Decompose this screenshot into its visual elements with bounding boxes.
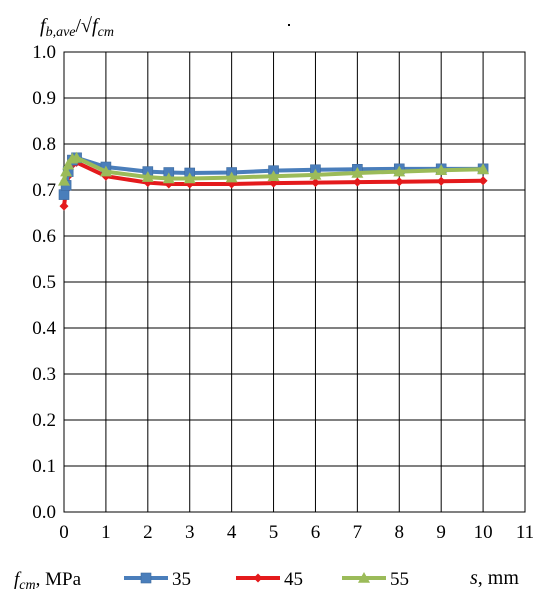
x-tick-label: 6 [311, 522, 321, 543]
x-tick-label: 3 [185, 522, 195, 543]
y-ticks: 0.0 0.1 0.2 0.3 0.4 0.5 0.6 0.7 0.8 0.9 1.0 [32, 42, 56, 523]
y-axis-label: fb,ave/√fcm [40, 15, 114, 40]
data-point [70, 151, 83, 163]
x-tick-label: 0 [59, 522, 69, 543]
x-ticks: 0 1 2 3 4 5 6 7 8 9 10 11 [59, 522, 534, 543]
data-point [436, 176, 446, 186]
x-tick-label: 5 [269, 522, 279, 543]
x-tick-label: 10 [474, 522, 493, 543]
legend-item-55: 55 [342, 569, 409, 590]
y-tick-label: 0.5 [32, 272, 56, 293]
y-tick-label: 0.4 [32, 318, 56, 339]
y-tick-label: 0.1 [32, 456, 56, 477]
y-tick-label: 0.8 [32, 134, 56, 155]
legend-item-45: 45 [236, 569, 303, 590]
legend-item-35: 35 [124, 569, 191, 590]
data-point [309, 168, 322, 180]
x-tick-label: 1 [101, 522, 111, 543]
y-tick-label: 0.3 [32, 364, 56, 385]
plot-area [63, 51, 526, 513]
x-axis-label: s, mm [470, 567, 519, 589]
data-point [60, 165, 73, 177]
data-point [141, 171, 154, 182]
data-point [435, 164, 448, 176]
data-point [358, 572, 370, 583]
data-point [352, 177, 362, 187]
x-tick-label: 9 [436, 522, 446, 543]
data-point [99, 165, 112, 177]
data-point [58, 189, 70, 200]
legend-label: 55 [390, 569, 409, 590]
data-point [183, 172, 196, 184]
x-tick-label: 8 [395, 522, 405, 543]
data-point [477, 163, 490, 175]
legend-label: 35 [172, 569, 191, 590]
data-point [394, 177, 404, 187]
data-point [162, 172, 175, 184]
legend-label: 45 [284, 569, 303, 590]
data-point [393, 165, 406, 177]
series-55 [58, 151, 490, 186]
data-point [253, 573, 263, 583]
y-tick-label: 0.6 [32, 226, 56, 247]
y-tick-label: 1.0 [32, 42, 56, 63]
x-tick-label: 2 [143, 522, 153, 543]
data-point [267, 170, 280, 181]
data-point [478, 176, 488, 186]
data-point [59, 201, 69, 211]
y-tick-label: 0.7 [32, 180, 56, 201]
x-tick-label: 7 [353, 522, 363, 543]
legend: 35 45 55 [124, 569, 409, 590]
y-tick-label: 0.0 [32, 502, 56, 523]
data-point [351, 166, 364, 178]
data-point [225, 171, 238, 183]
data-point [62, 158, 75, 170]
x-tick-label: 4 [227, 522, 237, 543]
data-point [58, 174, 70, 186]
grid [63, 51, 526, 513]
data-point [310, 178, 320, 188]
series-group [58, 151, 490, 211]
y-tick-label: 0.2 [32, 410, 56, 431]
stray-dot [288, 24, 290, 26]
y-tick-label: 0.9 [32, 88, 56, 109]
x-tick-label: 11 [516, 522, 534, 543]
data-point [140, 572, 152, 584]
legend-title: fcm, MPa [14, 569, 82, 593]
